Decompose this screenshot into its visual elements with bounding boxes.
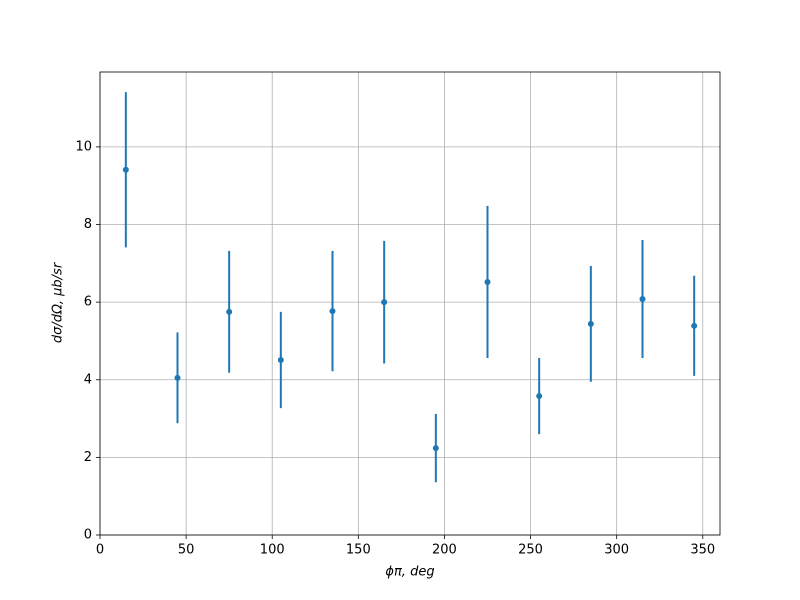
data-point xyxy=(174,374,181,381)
data-point xyxy=(329,308,336,315)
data-point xyxy=(691,322,698,329)
data-point xyxy=(639,296,646,303)
x-tick-label: 100 xyxy=(260,543,285,558)
x-tick-label: 300 xyxy=(604,543,629,558)
x-axis-label: ϕπ, deg xyxy=(385,565,434,580)
y-tick-label: 2 xyxy=(84,450,92,465)
y-tick-label: 6 xyxy=(84,295,92,310)
data-point xyxy=(536,393,543,400)
x-tick-label: 0 xyxy=(96,543,104,558)
data-point xyxy=(381,299,388,306)
y-tick-label: 8 xyxy=(84,217,92,232)
plot-frame xyxy=(99,71,721,536)
y-axis-label: dσ/dΩ, μb/sr xyxy=(51,261,66,343)
x-tick-label: 200 xyxy=(432,543,457,558)
y-tick-label: 10 xyxy=(75,139,92,154)
data-point xyxy=(484,278,491,285)
x-tick-label: 350 xyxy=(690,543,715,558)
data-point xyxy=(587,320,594,327)
y-tick-label: 4 xyxy=(84,372,92,387)
data-point xyxy=(277,356,284,363)
data-point xyxy=(432,445,439,452)
data-point xyxy=(122,166,129,173)
y-tick-label: 0 xyxy=(84,528,92,543)
data-point xyxy=(226,308,233,315)
x-tick-label: 150 xyxy=(346,543,371,558)
x-tick-label: 250 xyxy=(518,543,543,558)
x-tick-label: 50 xyxy=(178,543,195,558)
